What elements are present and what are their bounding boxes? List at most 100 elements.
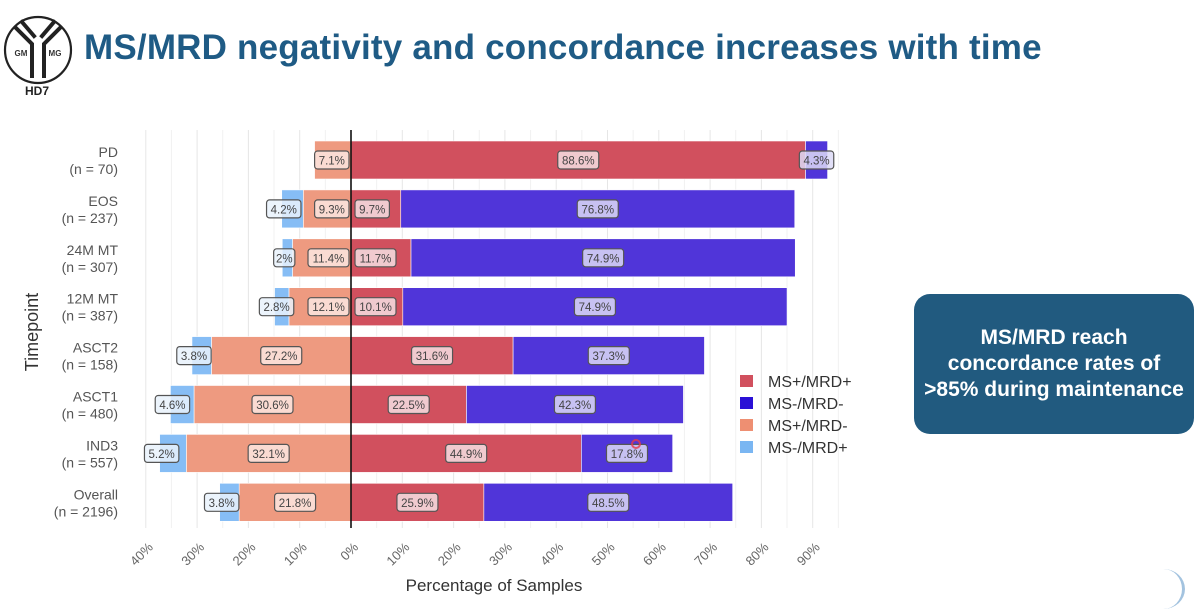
data-label-text: 3.8% [181,351,207,363]
data-label-text: 42.3% [559,400,592,412]
data-label-box [251,394,294,415]
legend-item: MS+/MRD+ [740,374,852,391]
y-tick-label: IND3 [86,437,118,453]
data-labels: 88.6% 4.3% 7.1% 9.7% 76.8% 9.3% 4.2% 11.7% 74.9%… [143,150,835,512]
data-label-box [605,443,649,463]
y-tick-n-label: (n = 387) [62,308,118,324]
data-label: 12.1% [307,297,350,317]
logo-caption: HD7 [24,84,49,98]
data-label-box [387,394,430,415]
x-tick-label: 30% [178,539,207,568]
data-label-text: 31.6% [416,351,449,363]
data-label: 27.2% [260,346,303,366]
x-tick-label: 50% [589,539,618,568]
data-label: 74.9% [582,248,625,268]
legend-label: MS-/MRD+ [768,440,848,457]
data-label: 22.5% [387,394,430,415]
y-axis-labels: PD(n = 70) EOS(n = 237) 24M MT(n = 307) 12M… [54,144,119,519]
legend-swatch [740,441,753,453]
legend-label: MS-/MRD- [768,396,844,413]
data-label-text: 2.8% [263,302,289,314]
data-label-text: 7.1% [319,156,345,168]
y-tick-n-label: (n = 2196) [54,503,118,519]
data-label-text: 17.8% [611,449,644,461]
legend-item: MS-/MRD+ [740,440,848,457]
data-label-text: 4.2% [271,204,297,216]
decorative-arc [1142,569,1185,609]
logo-ring [3,15,73,85]
x-tick-label: 40% [127,539,156,568]
data-label-text: 9.3% [319,204,345,216]
y-tick-label: PD [99,144,118,160]
data-label-box [576,199,619,219]
data-label-text: 25.9% [401,498,434,510]
data-label-box [260,346,303,366]
data-label-text: 74.9% [579,302,612,314]
data-label-box [203,492,240,512]
slide-title: MS/MRD negativity and concordance increa… [84,28,1042,67]
data-label-text: 11.7% [360,253,392,265]
data-label-text: 21.8% [279,498,312,510]
y-tick-label: Overall [74,486,118,502]
legend-swatch [740,397,753,409]
y-tick-n-label: (n = 237) [62,210,118,226]
data-label: 3.8% [203,492,240,512]
data-label: 10.1% [354,297,397,317]
data-label-box [553,394,597,415]
data-label: 9.3% [314,199,350,219]
x-tick-label: 10% [383,539,412,568]
data-label: 5.2% [143,443,180,463]
x-tick-label: 60% [640,539,669,568]
data-label-box [307,248,350,268]
data-label: 48.5% [587,492,630,512]
data-label: 21.8% [273,492,317,512]
data-label-box [265,199,302,219]
data-label-text: 10.1% [359,302,392,314]
data-label: 88.6% [557,150,600,170]
data-label-box [445,443,488,463]
data-label-text: 32.1% [252,449,285,461]
data-label-box [273,492,317,512]
data-label-text: 37.3% [592,351,625,363]
legend-label: MS+/MRD+ [768,374,852,391]
x-axis-title: Percentage of Samples [406,576,583,595]
data-label: 11.4% [307,248,350,268]
pointer-dot [631,439,641,449]
data-label-box [410,346,454,366]
data-label-text: 12.1% [312,302,345,314]
data-label-text: 44.9% [450,449,483,461]
data-label: 30.6% [251,394,294,415]
data-label: 9.7% [354,199,391,219]
y-tick-label: ASCT1 [73,389,118,405]
y-tick-label: ASCT2 [73,340,118,356]
logo-right-text: MG [49,49,62,58]
data-label-text: 76.8% [581,204,614,216]
data-label-text: 3.8% [209,498,235,510]
bar-ms-mrd- [581,434,673,473]
y-tick-label: 24M MT [67,242,119,258]
data-label-box [176,346,212,366]
data-label-text: 4.3% [803,156,829,168]
data-label-box [307,297,350,317]
data-label-box [314,150,350,170]
legend-item: MS+/MRD- [740,418,848,435]
y-tick-label: EOS [88,193,118,209]
data-label: 4.6% [154,394,191,415]
legend-swatch [740,375,753,387]
y-tick-n-label: (n = 307) [62,259,118,275]
data-label: 44.9% [445,443,488,463]
data-label-box [354,297,397,317]
data-label-text: 27.2% [265,351,298,363]
data-label-box [354,248,397,268]
legend: MS+/MRD+ MS-/MRD- MS+/MRD- MS-/MRD+ [740,374,852,457]
data-label-box [143,443,180,463]
data-label-box [273,248,296,268]
data-label: 32.1% [247,443,290,463]
data-label-box [314,199,350,219]
y-tick-n-label: (n = 480) [62,406,118,422]
data-label: 2% [273,248,296,268]
data-label-box [247,443,290,463]
data-label: 4.2% [265,199,302,219]
x-tick-label: 20% [230,539,259,568]
